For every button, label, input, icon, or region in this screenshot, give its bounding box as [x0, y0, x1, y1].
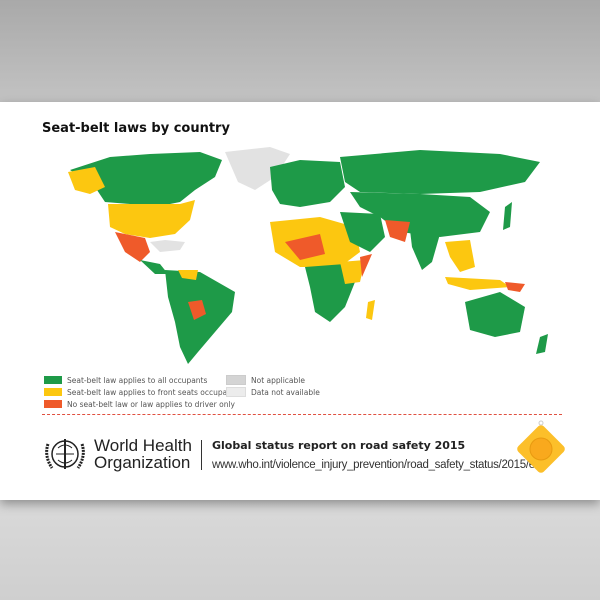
legend-swatch	[226, 387, 246, 397]
legend-label: No seat-belt law or law applies to drive…	[67, 399, 235, 409]
region-australia	[465, 292, 525, 337]
footer-separator	[201, 440, 202, 470]
region-bolivia	[188, 300, 206, 320]
region-central-asia	[350, 192, 490, 237]
decade-of-action-badge	[517, 420, 565, 473]
legend-label: Seat-belt law applies to all occupants	[67, 375, 208, 385]
legend-label: Data not available	[251, 387, 320, 397]
region-usa	[108, 200, 195, 238]
region-central-africa	[305, 264, 355, 322]
region-southeast-asia	[445, 240, 475, 272]
region-png	[505, 282, 525, 292]
region-india	[410, 230, 440, 270]
region-indonesia	[445, 277, 510, 290]
legend-item: Not applicable	[226, 374, 320, 386]
legend-swatch	[226, 375, 246, 385]
region-greenland	[225, 147, 290, 190]
legend-swatch	[44, 376, 62, 384]
world-map	[68, 147, 548, 364]
who-logo: World Health Organization	[42, 434, 192, 474]
region-mexico	[115, 232, 150, 262]
region-europe	[270, 160, 345, 207]
region-east-africa	[340, 260, 365, 284]
who-name: World Health Organization	[94, 437, 192, 471]
legend-label: Not applicable	[251, 375, 305, 385]
region-iran-pakistan	[385, 220, 410, 242]
region-middle-east	[340, 212, 385, 252]
region-west-africa-red	[285, 234, 325, 260]
org-line2: Organization	[94, 453, 191, 472]
report-title: Global status report on road safety 2015	[212, 439, 466, 452]
divider	[42, 414, 562, 415]
region-madagascar	[366, 300, 375, 320]
map-card: Seat-belt laws by country	[0, 102, 600, 500]
org-line1: World Health	[94, 436, 192, 455]
region-canada	[70, 152, 222, 206]
legend-item: Seat-belt law applies to all occupants	[44, 374, 239, 386]
region-somalia	[360, 254, 372, 277]
legend-item: Data not available	[226, 386, 320, 398]
legend-item: Seat-belt law applies to front seats occ…	[44, 386, 239, 398]
who-emblem-icon	[45, 439, 85, 469]
legend-right: Not applicable Data not available	[226, 374, 320, 398]
legend-label: Seat-belt law applies to front seats occ…	[67, 387, 239, 397]
map-title: Seat-belt laws by country	[42, 121, 230, 136]
region-caribbean	[150, 240, 185, 252]
region-venezuela	[178, 270, 198, 280]
region-alaska	[68, 167, 105, 194]
region-central-america	[140, 260, 168, 274]
report-url[interactable]: www.who.int/violence_injury_prevention/r…	[212, 459, 544, 471]
region-new-zealand	[536, 334, 548, 354]
region-japan	[503, 202, 512, 230]
legend-item: No seat-belt law or law applies to drive…	[44, 398, 239, 410]
legend-swatch	[44, 400, 62, 408]
legend-left: Seat-belt law applies to all occupants S…	[44, 374, 239, 410]
legend-swatch	[44, 388, 62, 396]
region-russia	[340, 150, 540, 194]
